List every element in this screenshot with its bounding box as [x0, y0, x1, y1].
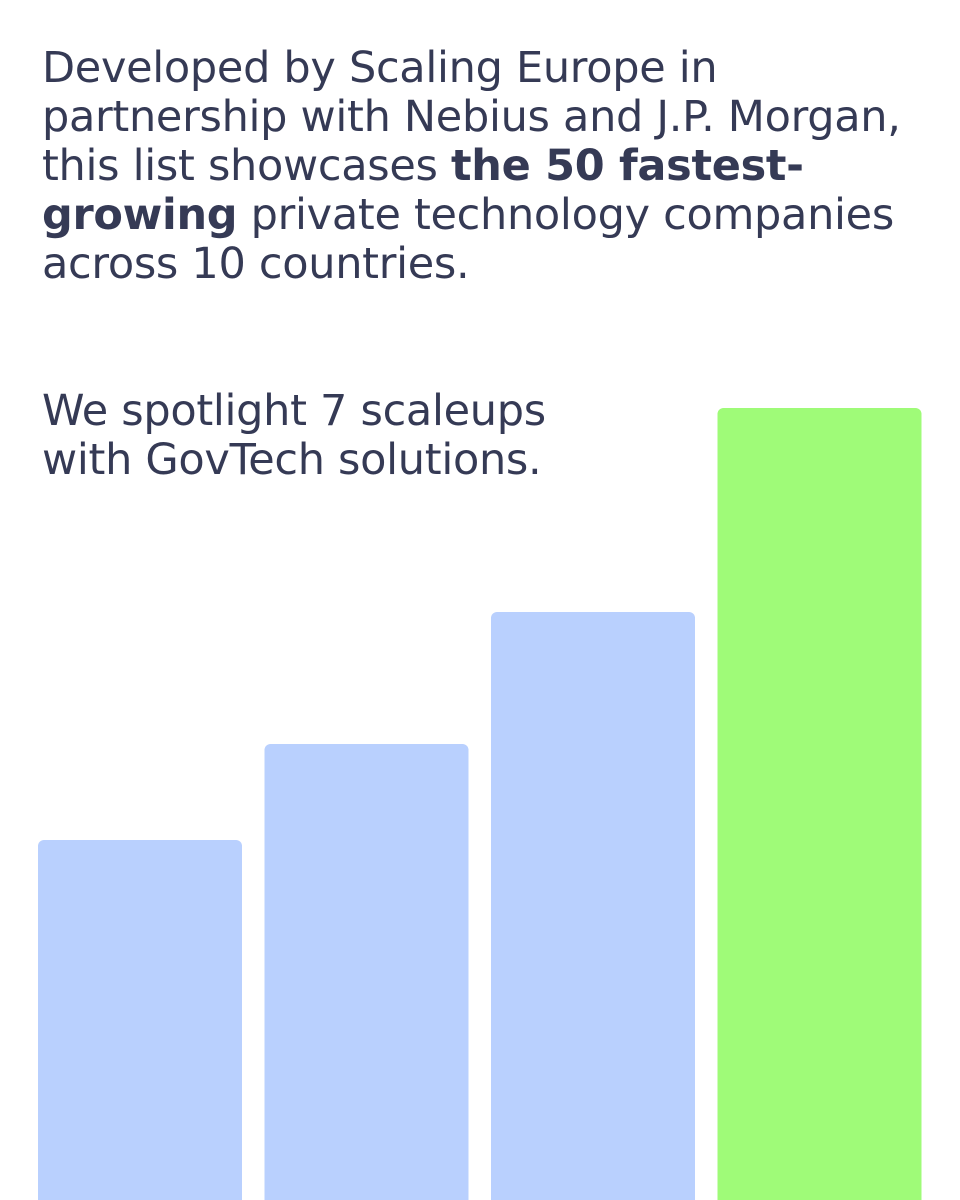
intro-text: Developed by Scaling Europe in partnersh… [42, 44, 922, 289]
bar-2 [264, 744, 469, 1200]
intro-text-part1: Developed by Scaling Europe in partnersh… [42, 43, 901, 191]
bar-3 [491, 612, 695, 1200]
intro-text-highlight: the 50 fastest-growing [42, 141, 804, 240]
bar-1 [38, 840, 242, 1200]
spotlight-line-1: We spotlight 7 scaleups [42, 386, 546, 436]
spotlight-text: We spotlight 7 scaleups with GovTech solu… [42, 387, 662, 485]
intro-text-part2: private technology companies across 10 c… [42, 190, 894, 289]
spotlight-line-2: with GovTech solutions. [42, 435, 542, 485]
bar-4 [717, 408, 922, 1200]
